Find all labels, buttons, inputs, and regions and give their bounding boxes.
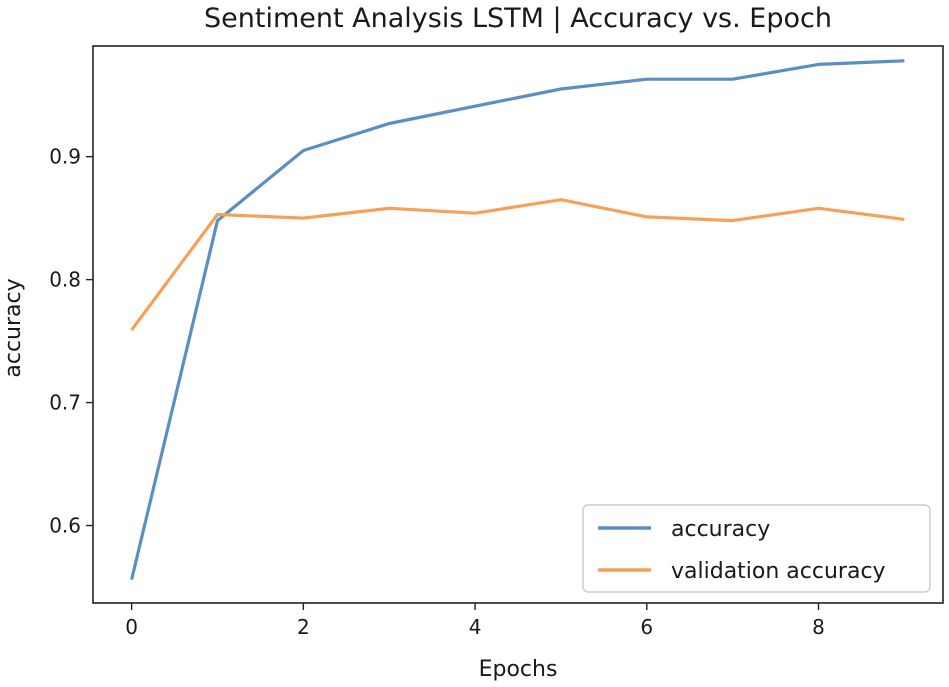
plot-frame [92,45,944,604]
y-tick-label: 0.7 [49,391,81,415]
chart-title: Sentiment Analysis LSTM | Accuracy vs. E… [204,3,832,34]
y-tick-label: 0.9 [49,145,81,169]
y-tick-label: 0.8 [49,268,81,292]
x-tick-label: 0 [125,615,138,639]
plot-area [92,45,944,604]
x-tick-label: 4 [469,615,482,639]
legend-box [582,504,931,593]
legend: accuracy validation accuracy [582,504,931,593]
series-line-validation-accuracy [130,198,905,331]
x-tick-label: 2 [297,615,310,639]
legend-label: accuracy [671,517,770,542]
x-axis-ticks: 0 2 4 6 8 [125,603,825,639]
y-axis-ticks: 0.6 0.7 0.8 0.9 [49,145,93,538]
x-axis-label: Epochs [479,657,558,682]
legend-label: validation accuracy [671,559,886,584]
y-axis-label: accuracy [1,278,26,377]
y-tick-label: 0.6 [49,514,81,538]
x-tick-label: 6 [640,615,653,639]
x-tick-label: 8 [812,615,825,639]
series-lines [130,59,905,580]
series-line-accuracy [130,59,905,580]
